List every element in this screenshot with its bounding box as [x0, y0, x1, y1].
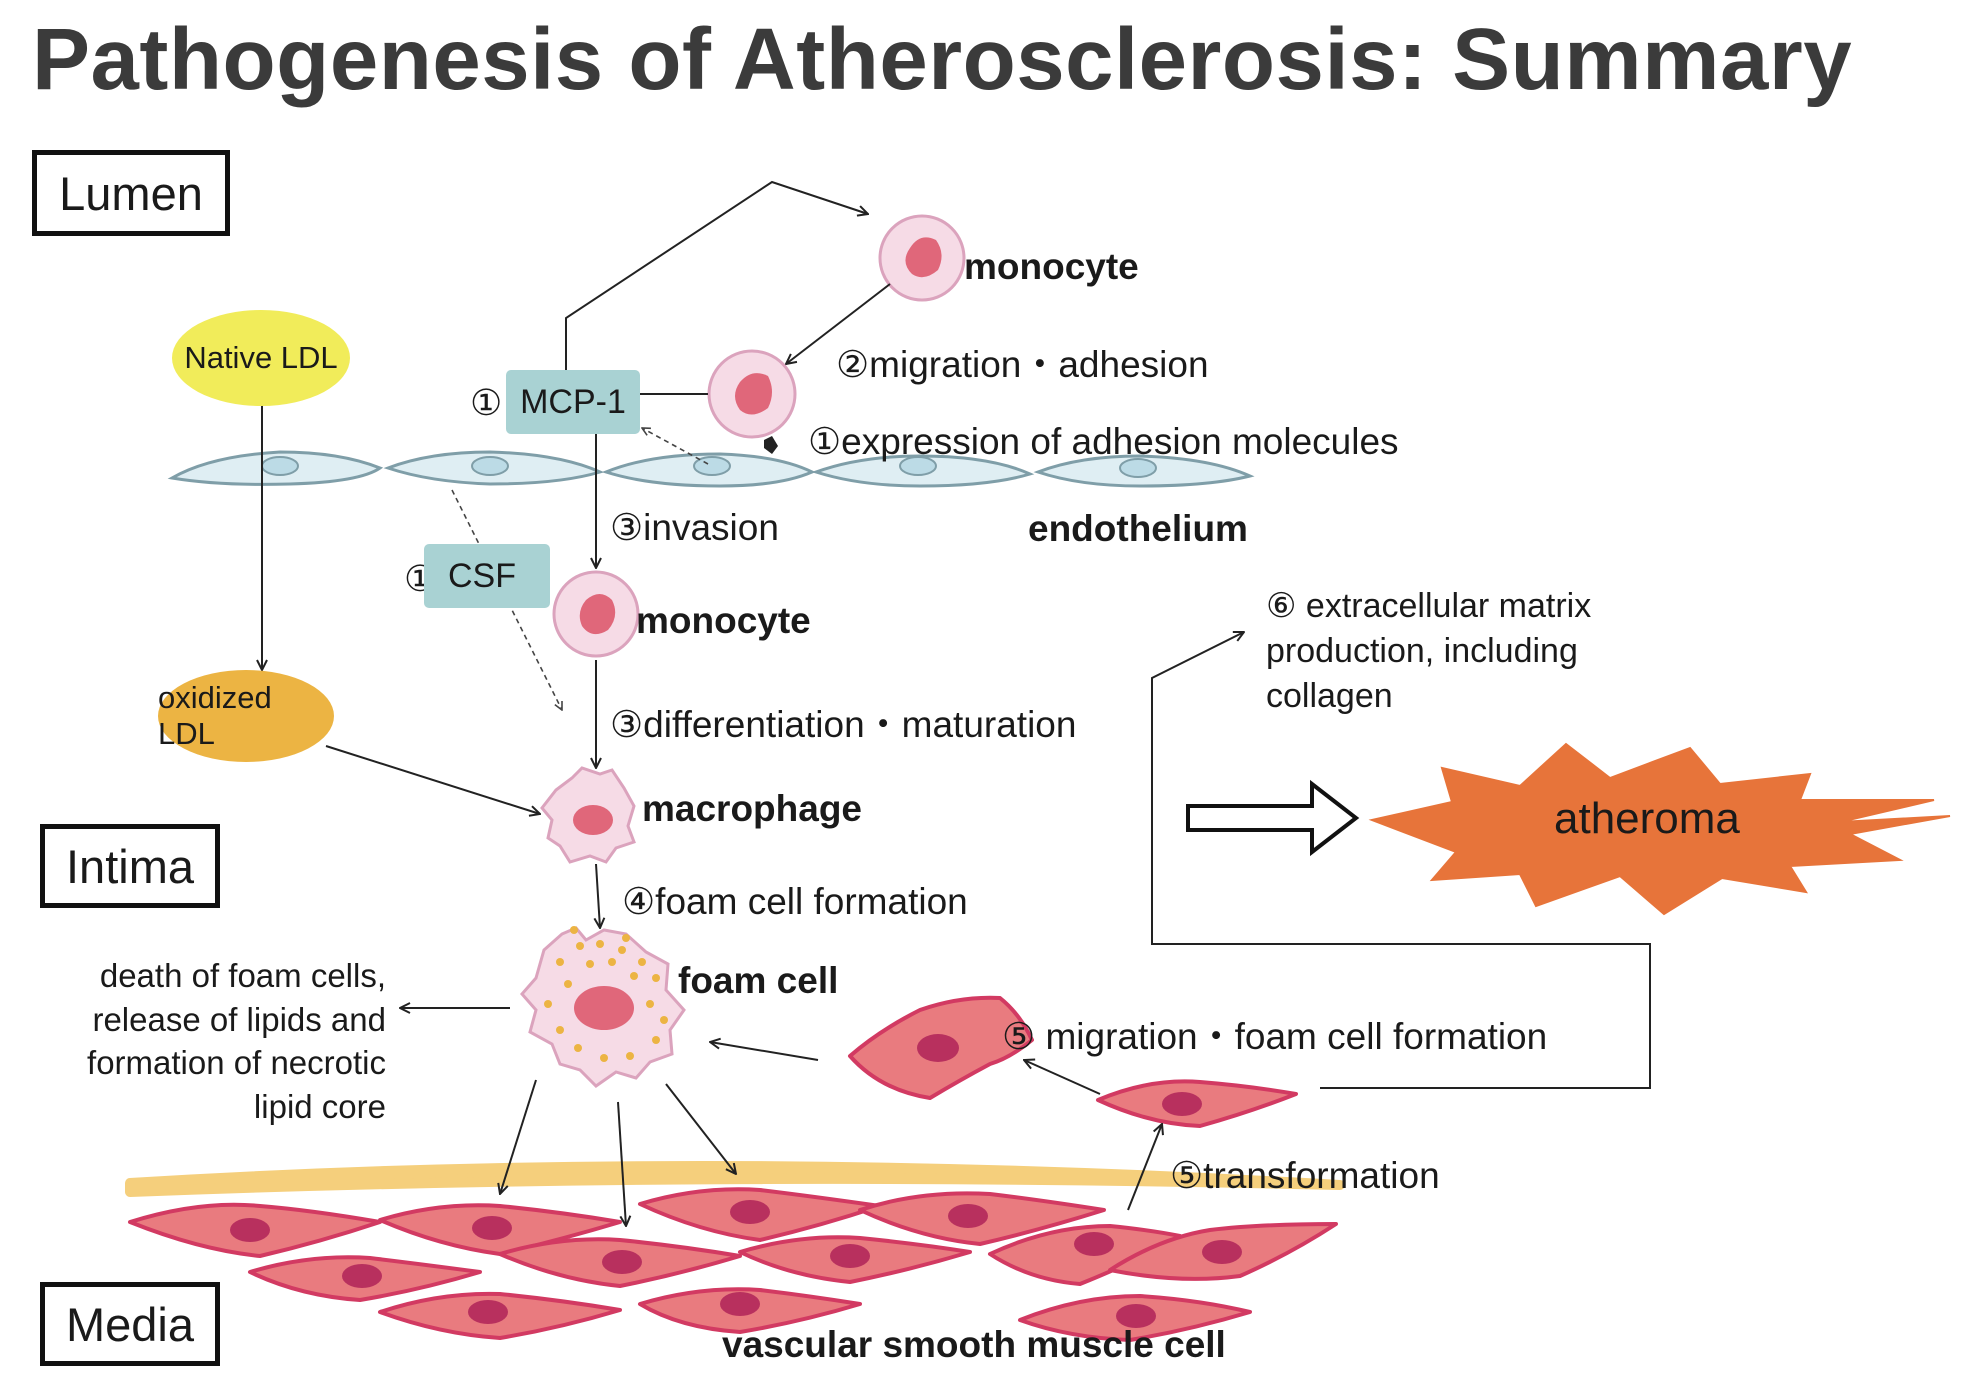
smooth-muscle-cell: [498, 1237, 742, 1288]
monocyte-lumen-cell: [878, 214, 966, 302]
oxidized-ldl-label: oxidized LDL: [158, 680, 272, 751]
monocyte-adhering-cell: [707, 349, 797, 454]
smc-migrating: [848, 995, 1034, 1100]
internal-elastic-lamina: [125, 1160, 1345, 1197]
oxldl-uptake-arrow: [325, 745, 540, 814]
step-ecm-production: ⑥ extracellular matrix production, inclu…: [1266, 584, 1591, 719]
macrophage-label: macrophage: [642, 788, 863, 829]
foam-to-media-arrow: [500, 1079, 537, 1194]
foam-cell-label: foam cell: [678, 960, 839, 1001]
adhesion-signal-arrow: [642, 428, 709, 465]
atheroma-label: atheroma: [1554, 794, 1740, 843]
native-ldl-label: Native LDL: [184, 340, 338, 375]
monocyte-intima-cell: [552, 570, 640, 658]
ecm-line-1: ⑥ extracellular matrix: [1266, 587, 1592, 625]
smooth-muscle-cell: [638, 1187, 882, 1242]
vsmc-layer: [128, 1187, 1338, 1342]
smooth-muscle-cell: [738, 1235, 972, 1284]
death-line-2: release of lipids and: [92, 1000, 386, 1038]
smooth-muscle-cell: [128, 1202, 382, 1258]
oxidized-ldl: oxidized LDL: [158, 670, 334, 762]
monocyte-lumen-label: monocyte: [964, 246, 1139, 287]
smooth-muscle-cell: [858, 1191, 1106, 1246]
foam-formation-arrow: [596, 863, 600, 928]
step-smc-migration: ⑤ migration・foam cell formation: [1002, 1016, 1548, 1057]
step-foam-formation: ④foam cell formation: [622, 881, 968, 922]
adhesion-molecule: [764, 436, 778, 454]
smooth-muscle-cell: [248, 1255, 482, 1302]
mcp1-recruit-arrow: [565, 180, 868, 372]
foam-to-media-arrow: [617, 1101, 626, 1226]
foam-to-media-arrow: [665, 1083, 736, 1174]
atheroma-burst: [1368, 742, 1951, 916]
endothelium-layer: [167, 450, 1255, 488]
death-line-4: lipid core: [253, 1087, 386, 1125]
smc-migration-arrow: [1024, 1060, 1101, 1095]
smooth-muscle-cell: [1018, 1294, 1252, 1342]
lumen-label: Lumen: [32, 150, 230, 236]
step-migration-adhesion: ②migration・adhesion: [836, 344, 1209, 385]
native-ldl: Native LDL: [172, 310, 350, 406]
monocyte-intima-label: monocyte: [636, 600, 811, 641]
death-line-1: death of foam cells,: [99, 957, 386, 994]
step-adhesion-molecules: ①expression of adhesion molecules: [808, 421, 1399, 462]
page-title: Pathogenesis of Atherosclerosis: Summary: [32, 11, 1853, 108]
monocyte-migration-arrow: [786, 283, 891, 364]
ecm-line-3: collagen: [1266, 677, 1393, 715]
smc-to-foam-arrow: [710, 1042, 819, 1061]
csf-signal-arrow: [451, 489, 562, 710]
smooth-muscle-cell: [1108, 1222, 1338, 1281]
step-invasion: ③invasion: [610, 507, 779, 548]
macrophage-cell: [540, 766, 636, 864]
csf-box: CSF: [424, 544, 550, 608]
csf-label: CSF: [448, 556, 516, 595]
smc-transforming: [1096, 1079, 1298, 1128]
intima-label: Intima: [40, 824, 220, 908]
smooth-muscle-cell: [638, 1287, 862, 1334]
mcp1-number: ①: [470, 382, 503, 423]
ecm-line-2: production, including: [1266, 632, 1578, 670]
death-line-3: formation of necrotic: [87, 1044, 386, 1081]
foam-cell-death-text: death of foam cells, release of lipids a…: [40, 954, 386, 1128]
smc-transformation-arrow: [1127, 1124, 1162, 1211]
endothelium-label: endothelium: [1028, 508, 1248, 549]
step-transformation: ⑤transformation: [1170, 1155, 1440, 1196]
foam-cell: [520, 926, 686, 1088]
media-label: Media: [40, 1282, 220, 1366]
mcp1-label: MCP-1: [520, 382, 626, 421]
smooth-muscle-cell: [378, 1291, 622, 1340]
ecm-path-arrow: [1151, 632, 1651, 1089]
step-differentiation: ③differentiation・maturation: [610, 704, 1077, 745]
vsmc-label: vascular smooth muscle cell: [722, 1324, 1226, 1365]
mcp1-box: MCP-1: [506, 370, 640, 434]
result-arrow: [1186, 779, 1360, 857]
